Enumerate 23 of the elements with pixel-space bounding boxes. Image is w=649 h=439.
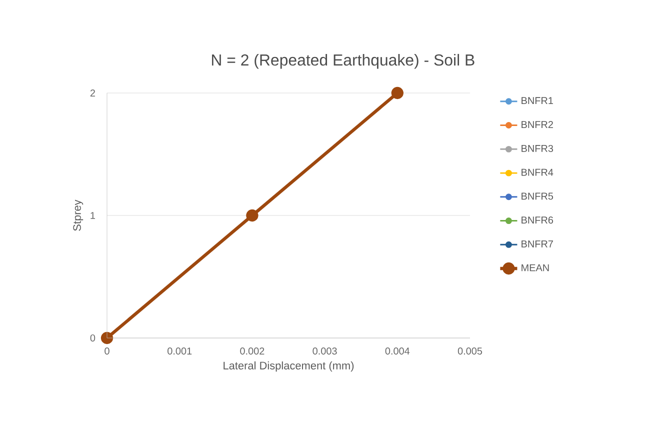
- x-tick-label: 0.005: [458, 348, 482, 355]
- point: [246, 209, 258, 222]
- y-tick-label: 0: [90, 334, 96, 342]
- point: [100, 332, 114, 344]
- x-axis-title: Lateral Displacement (mm): [224, 361, 354, 372]
- point: [391, 86, 404, 100]
- legend-label: BNFR4: [522, 168, 554, 176]
- y-axis-title: Stprey: [73, 200, 84, 231]
- legend-label: MEAN: [522, 264, 549, 272]
- chart-title: N = 2 (Repeated Earthquake) - Soil B: [212, 54, 474, 69]
- legend-label: BNFR3: [522, 144, 554, 152]
- y-tick-label: 1: [90, 212, 95, 219]
- x-tick-label: 0.003: [312, 348, 337, 355]
- legend-label: BNFR6: [522, 216, 554, 224]
- legend-label: BNFR7: [522, 240, 553, 248]
- legend-label: BNFR2: [522, 121, 553, 128]
- legend-label: BNFR5: [522, 192, 554, 200]
- y-tick-label: 2: [90, 90, 95, 96]
- x-tick-label: 0: [104, 348, 110, 355]
- legend-label: BNFR1: [522, 97, 553, 104]
- x-tick-label: 0.002: [240, 348, 264, 355]
- x-tick-label: 0.004: [385, 348, 410, 355]
- x-tick-label: 0.001: [168, 348, 192, 355]
